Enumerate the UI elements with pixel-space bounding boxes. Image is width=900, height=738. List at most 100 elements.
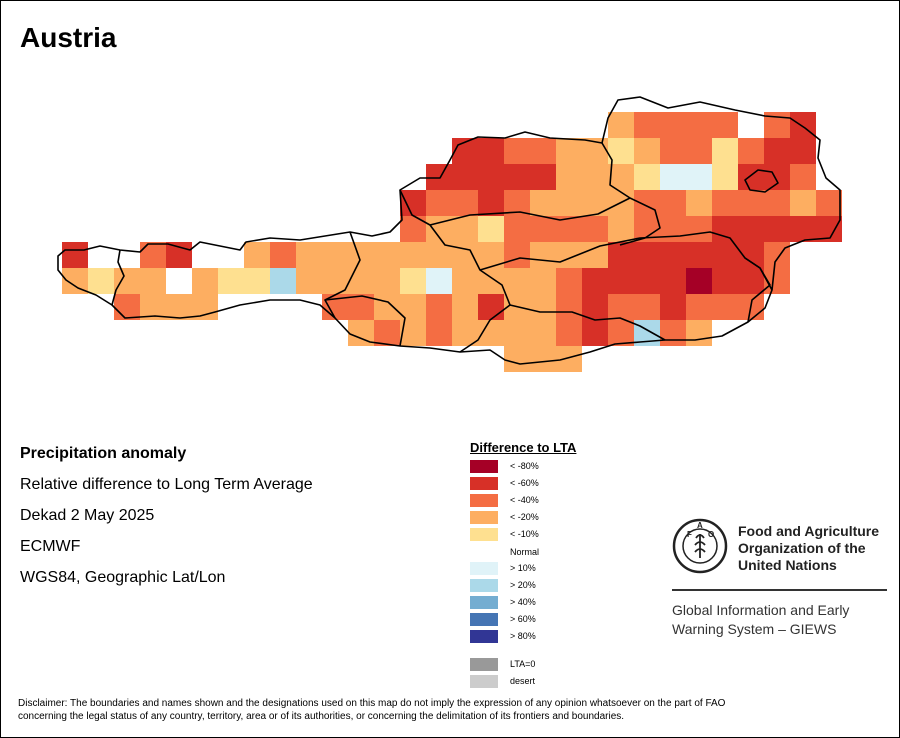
legend: Difference to LTA < -80% < -60% < -40% < -2… — [470, 440, 670, 688]
anomaly-cell — [738, 216, 764, 242]
anomaly-cell — [400, 268, 426, 294]
anomaly-cell — [582, 190, 608, 216]
anomaly-cell — [374, 320, 400, 346]
anomaly-cell — [556, 268, 582, 294]
anomaly-cell — [608, 268, 634, 294]
anomaly-cell — [686, 268, 712, 294]
anomaly-cell — [608, 294, 634, 320]
anomaly-cell — [582, 294, 608, 320]
info-period: Dekad 2 May 2025 — [20, 507, 155, 524]
info-title: Precipitation anomaly — [20, 445, 187, 462]
anomaly-cell — [426, 164, 452, 190]
anomaly-cell — [504, 320, 530, 346]
legend-label: < -80% — [510, 461, 539, 471]
anomaly-cell — [790, 216, 816, 242]
anomaly-cell — [686, 216, 712, 242]
anomaly-cell — [608, 216, 634, 242]
anomaly-cell — [400, 242, 426, 268]
anomaly-cell — [530, 138, 556, 164]
legend-label: desert — [510, 676, 536, 686]
tyrol-salzburg-border — [324, 231, 361, 319]
anomaly-cell — [504, 164, 530, 190]
anomaly-cell — [738, 268, 764, 294]
anomaly-cell — [556, 294, 582, 320]
anomaly-cell — [322, 268, 348, 294]
legend-swatch — [470, 546, 498, 559]
anomaly-cell — [88, 268, 114, 294]
anomaly-cell — [270, 242, 296, 268]
anomaly-cell — [426, 294, 452, 320]
anomaly-cell — [634, 138, 660, 164]
anomaly-cell — [192, 268, 218, 294]
anomaly-cell — [530, 164, 556, 190]
anomaly-cell — [478, 294, 504, 320]
country-borders — [57, 96, 841, 365]
anomaly-cell — [296, 242, 322, 268]
map-title: Austria — [20, 22, 117, 53]
anomaly-cell — [816, 190, 842, 216]
fao-name-line3: United Nations — [738, 557, 837, 573]
legend-label: < -10% — [510, 529, 539, 539]
anomaly-cell — [114, 268, 140, 294]
info-projection: WGS84, Geographic Lat/Lon — [20, 569, 226, 586]
anomaly-cell — [582, 242, 608, 268]
anomaly-cell — [452, 268, 478, 294]
anomaly-grid — [62, 112, 842, 372]
disclaimer-line1: Disclaimer: The boundaries and names sho… — [18, 698, 726, 709]
fao-name: Food and Agriculture Organization of the… — [738, 523, 879, 574]
anomaly-cell — [712, 138, 738, 164]
anomaly-cell — [556, 320, 582, 346]
anomaly-cell — [686, 190, 712, 216]
legend-swatch — [470, 528, 498, 541]
anomaly-cell — [140, 268, 166, 294]
anomaly-cell — [712, 242, 738, 268]
anomaly-cell — [660, 320, 686, 346]
anomaly-cell — [322, 242, 348, 268]
austria-outline — [57, 96, 841, 365]
anomaly-cell — [556, 164, 582, 190]
anomaly-cell — [270, 268, 296, 294]
precipitation-anomaly-map — [57, 96, 842, 372]
anomaly-cell — [348, 268, 374, 294]
anomaly-cell — [790, 164, 816, 190]
anomaly-cell — [166, 294, 192, 320]
anomaly-cell — [374, 294, 400, 320]
legend-label: < -60% — [510, 478, 539, 488]
fao-name-line1: Food and Agriculture — [738, 523, 880, 539]
anomaly-cell — [348, 242, 374, 268]
anomaly-cell — [478, 138, 504, 164]
anomaly-cell — [62, 242, 88, 268]
anomaly-cell — [530, 268, 556, 294]
anomaly-cell — [634, 242, 660, 268]
anomaly-cell — [712, 190, 738, 216]
disclaimer-line2: concerning the legal status of any count… — [18, 711, 625, 722]
legend-swatch — [470, 477, 498, 490]
carinthia-styria-border — [509, 304, 666, 341]
anomaly-cell — [764, 190, 790, 216]
legend-swatch — [470, 630, 498, 643]
legend-swatch — [470, 460, 498, 473]
anomaly-cell — [556, 346, 582, 372]
anomaly-cell — [530, 242, 556, 268]
fao-logo-letter-a: A — [697, 521, 703, 530]
anomaly-cell — [764, 164, 790, 190]
anomaly-cell — [296, 268, 322, 294]
anomaly-cell — [712, 294, 738, 320]
legend-swatch — [470, 511, 498, 524]
anomaly-cell — [504, 216, 530, 242]
anomaly-cell — [452, 294, 478, 320]
vienna-border — [744, 169, 779, 193]
anomaly-cell — [790, 138, 816, 164]
fao-name-line2: Organization of the — [738, 540, 866, 556]
anomaly-cell — [426, 320, 452, 346]
anomaly-cell — [530, 190, 556, 216]
legend-label: > 10% — [510, 563, 536, 573]
legend-swatch — [470, 675, 498, 688]
anomaly-cell — [556, 190, 582, 216]
anomaly-cell — [582, 320, 608, 346]
anomaly-cell — [478, 190, 504, 216]
legend-swatch — [470, 658, 498, 671]
legend-label: < -40% — [510, 495, 539, 505]
anomaly-cell — [530, 294, 556, 320]
anomaly-cell — [634, 112, 660, 138]
